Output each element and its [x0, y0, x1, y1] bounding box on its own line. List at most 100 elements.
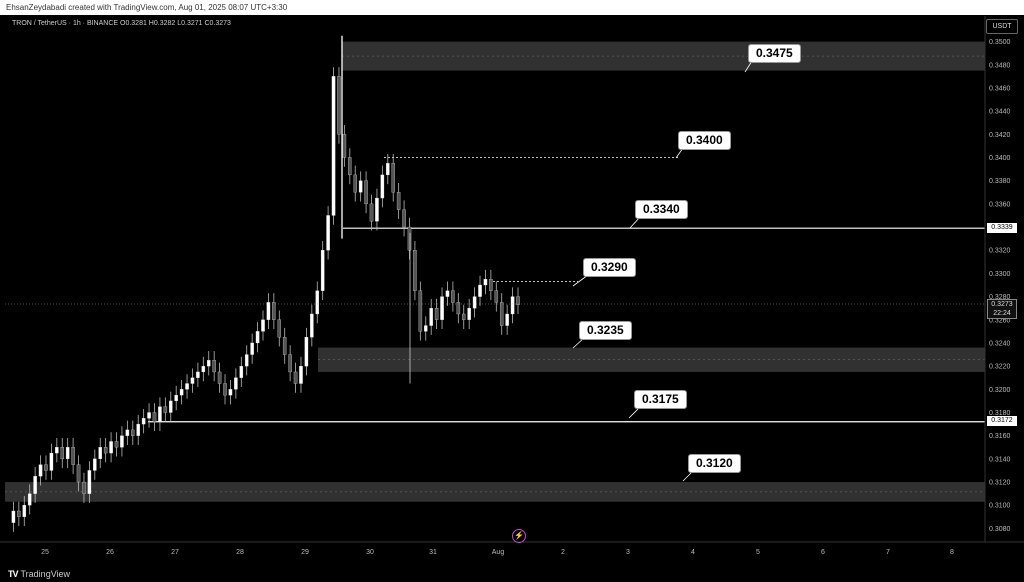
- candle-body: [27, 493, 32, 506]
- axis-badge-3339: 0.3339: [987, 223, 1017, 233]
- candle-body: [125, 429, 130, 436]
- candle-body: [71, 447, 75, 465]
- label-3400[interactable]: 0.3400: [678, 131, 731, 150]
- candle-body: [483, 279, 488, 286]
- label-3340[interactable]: 0.3340: [635, 200, 688, 219]
- candle-body: [38, 464, 43, 477]
- price-tick-label: 0.3160: [989, 433, 1011, 440]
- candle-body: [505, 313, 509, 326]
- tv-icon: TV: [8, 569, 18, 579]
- candle-body: [223, 383, 227, 396]
- label-3120[interactable]: 0.3120: [688, 454, 741, 473]
- candle-body: [402, 209, 406, 228]
- candle-body: [114, 441, 119, 448]
- candle-body: [413, 250, 417, 291]
- candle-body: [255, 331, 260, 344]
- candle-body: [22, 505, 27, 517]
- candle-body: [82, 481, 86, 494]
- candle-body: [17, 510, 21, 517]
- symbol-legend[interactable]: TRON / TetherUS · 1h · BINANCE O0.3281 H…: [12, 20, 231, 27]
- time-tick-label: Aug: [492, 549, 505, 556]
- time-tick-label: 27: [171, 549, 179, 556]
- candle-body: [131, 429, 135, 436]
- candle-body: [228, 389, 233, 396]
- current-price-value: 0.3273: [991, 301, 1013, 308]
- candle-body: [185, 383, 189, 390]
- candle-body: [239, 365, 244, 378]
- candle-body: [261, 319, 265, 332]
- candle-body: [429, 308, 433, 326]
- candle-body: [120, 435, 124, 448]
- price-tick-label: 0.3380: [989, 178, 1011, 185]
- candle-body: [451, 290, 455, 303]
- currency-button[interactable]: USDT: [986, 19, 1018, 34]
- label-3290[interactable]: 0.3290: [583, 258, 636, 277]
- price-tick-label: 0.3140: [989, 456, 1011, 463]
- candle-body: [315, 290, 320, 315]
- candle-body: [201, 365, 206, 373]
- current-price-badge: 0.3273 22:24: [987, 299, 1017, 319]
- axis-badge-3172: 0.3172: [987, 416, 1017, 426]
- candle-body: [467, 308, 471, 320]
- footer-bar: TV TradingView: [0, 566, 1024, 582]
- price-tick-label: 0.3240: [989, 340, 1011, 347]
- price-tick-label: 0.3280: [989, 294, 1011, 301]
- candle-body: [510, 296, 515, 315]
- candle-body: [386, 163, 390, 176]
- candle-body: [348, 157, 352, 176]
- price-axis[interactable]: 0.3500 0.3480 0.3460 0.3440 0.3420 0.3400 0.33…: [989, 39, 1011, 533]
- candle-body: [196, 371, 200, 378]
- candle-body: [93, 458, 97, 471]
- candle-body: [158, 406, 162, 422]
- candle-body: [499, 302, 504, 326]
- label-3235[interactable]: 0.3235: [579, 321, 632, 340]
- candle-body: [55, 447, 59, 454]
- price-tick-label: 0.3180: [989, 410, 1011, 417]
- candle-body: [310, 313, 314, 338]
- candle-body: [33, 476, 37, 494]
- price-tick-label: 0.3300: [989, 271, 1011, 278]
- candle-body: [87, 470, 92, 494]
- candle-body: [109, 441, 113, 454]
- candle-body: [516, 296, 520, 305]
- candle-body: [391, 163, 395, 193]
- candle-body: [293, 371, 298, 384]
- time-tick-label: 25: [41, 549, 49, 556]
- candle-body: [440, 296, 444, 320]
- candle-body: [190, 377, 195, 384]
- candle-body: [60, 447, 65, 460]
- price-tick-label: 0.3500: [989, 39, 1011, 46]
- time-tick-label: 29: [301, 549, 309, 556]
- lightning-icon[interactable]: ⚡: [512, 529, 526, 543]
- candle-body: [163, 406, 168, 413]
- price-tick-label: 0.3460: [989, 85, 1011, 92]
- candle-body: [375, 197, 379, 222]
- tradingview-logo[interactable]: TV TradingView: [8, 569, 70, 579]
- time-axis[interactable]: 25 26 27 28 29 30 31 Aug 2 3 4 5 6 7 8: [41, 549, 954, 556]
- time-tick-label: 2: [561, 549, 565, 556]
- candles: [11, 35, 520, 532]
- candle-body: [234, 377, 238, 390]
- time-tick-label: 4: [691, 549, 695, 556]
- candle-body: [299, 365, 303, 384]
- label-3175[interactable]: 0.3175: [634, 390, 687, 409]
- candle-body: [494, 290, 499, 303]
- candle-body: [49, 452, 54, 471]
- candle-body: [65, 447, 70, 460]
- candle-body: [489, 279, 493, 291]
- candle-body: [424, 325, 428, 332]
- candle-body: [326, 215, 330, 251]
- time-tick-label: 26: [106, 549, 114, 556]
- label-3475[interactable]: 0.3475: [748, 44, 801, 63]
- supply-demand-zones: [5, 41, 985, 502]
- candle-body: [179, 389, 184, 396]
- candle-body: [76, 464, 81, 483]
- candle-body: [141, 418, 146, 425]
- candle-body: [169, 400, 173, 413]
- candle-body: [174, 394, 178, 402]
- price-tick-label: 0.3480: [989, 62, 1011, 69]
- candle-body: [478, 284, 482, 297]
- candle-body: [244, 354, 249, 367]
- price-tick-label: 0.3320: [989, 248, 1011, 255]
